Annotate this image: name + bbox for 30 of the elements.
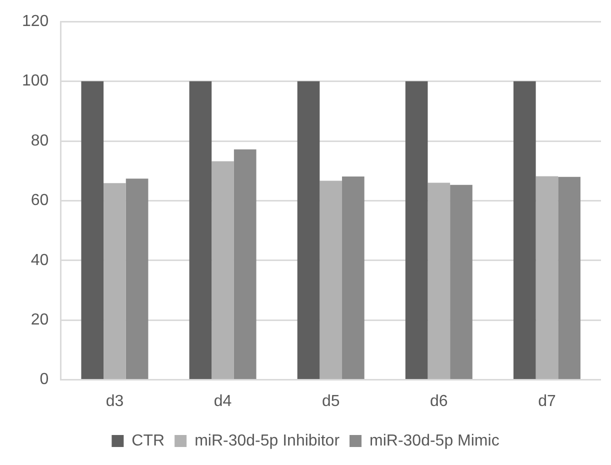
bar — [428, 182, 450, 380]
x-tick-label: d7 — [538, 392, 556, 410]
bar — [536, 176, 558, 380]
bar — [81, 81, 104, 380]
legend-label: miR-30d-5p Mimic — [370, 432, 500, 450]
x-tick-label: d5 — [322, 392, 340, 410]
bar — [189, 81, 212, 380]
bar — [212, 161, 234, 380]
y-tick-label: 40 — [30, 252, 49, 269]
x-tick-label: d6 — [430, 392, 448, 410]
bar — [234, 149, 256, 380]
legend-label: miR-30d-5p Inhibitor — [194, 432, 340, 450]
y-tick-label: 100 — [22, 72, 49, 90]
bar — [342, 176, 364, 380]
y-tick-label: 60 — [30, 192, 49, 210]
bar — [405, 81, 428, 380]
bar — [513, 81, 536, 380]
y-tick-label: 20 — [30, 312, 49, 329]
y-tick-label: 120 — [22, 13, 49, 30]
y-tick-label: 80 — [30, 132, 49, 150]
bar — [104, 183, 126, 380]
bar — [126, 178, 148, 380]
bar — [558, 176, 580, 380]
x-tick-label: d3 — [106, 392, 124, 410]
x-tick-label: d4 — [214, 392, 232, 410]
legend-label: CTR — [132, 432, 165, 450]
bar — [297, 81, 320, 380]
y-tick-label: 0 — [40, 371, 49, 388]
bar — [320, 180, 342, 380]
bar — [450, 184, 472, 380]
